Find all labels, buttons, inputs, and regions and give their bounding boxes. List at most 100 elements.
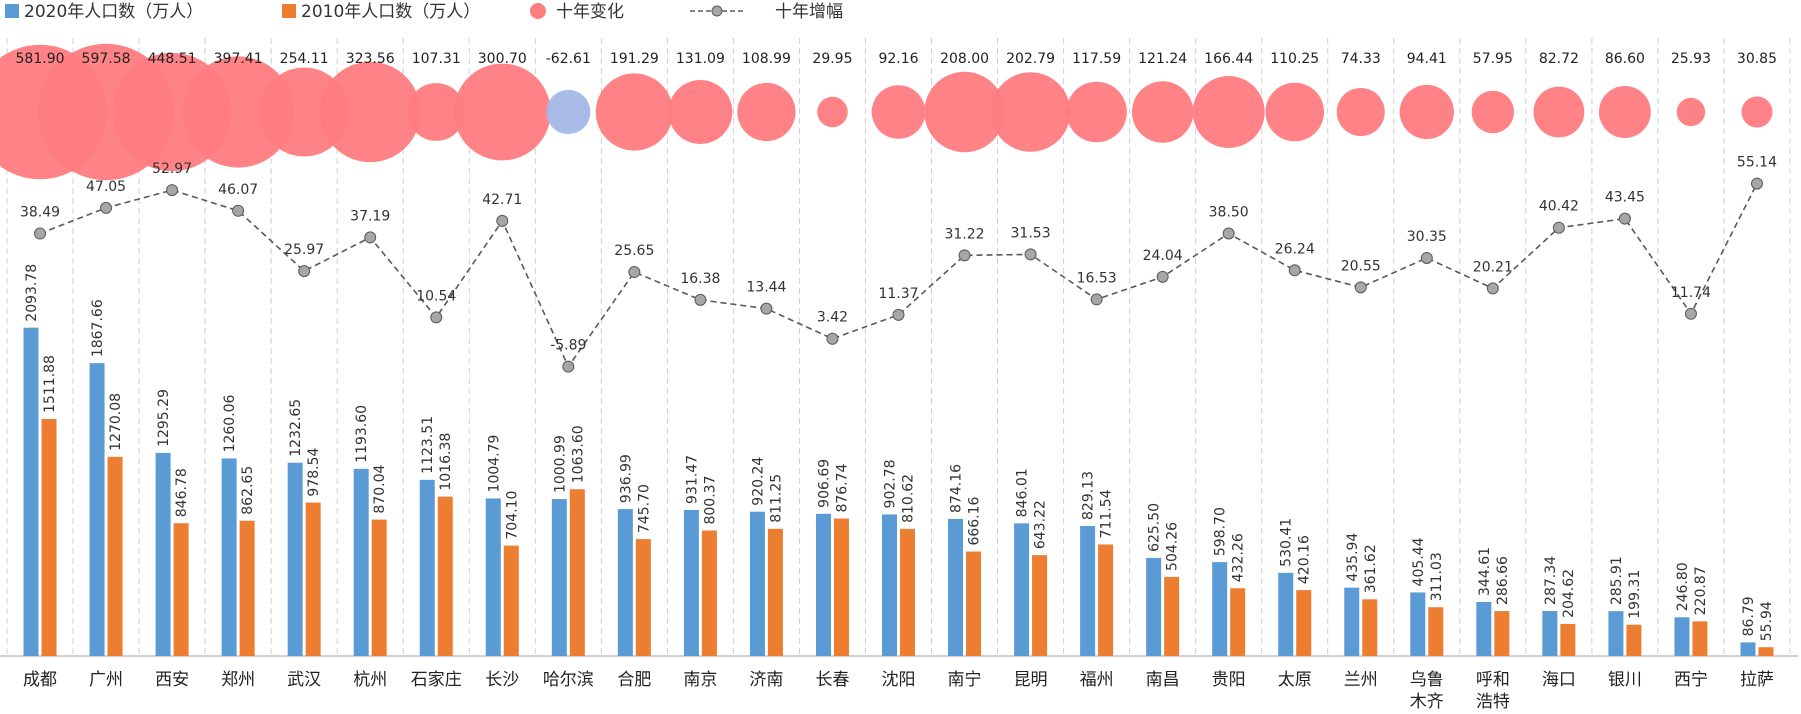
bar-2010	[1758, 647, 1774, 656]
growth-marker	[892, 308, 905, 321]
change-value-label: 254.11	[280, 51, 329, 67]
change-bubble	[924, 71, 1005, 153]
bar-2010-value-label: 811.25	[768, 474, 784, 523]
growth-value-label: 46.07	[218, 182, 258, 198]
bar-2010-value-label: 745.70	[636, 484, 652, 533]
bar-2020-value-label: 246.80	[1675, 562, 1691, 611]
bar-2020-value-label: 435.94	[1345, 533, 1361, 582]
change-value-label: 300.70	[478, 51, 527, 67]
bar-2010	[1098, 544, 1114, 656]
bar-2010-value-label: 876.74	[834, 463, 850, 512]
category-label: 武汉	[287, 670, 321, 690]
growth-value-label: 16.38	[680, 271, 720, 287]
change-value-label: 107.31	[412, 51, 461, 67]
bar-2010-value-label: 846.78	[174, 468, 190, 517]
bar-2020-value-label: 902.78	[883, 459, 899, 508]
growth-marker	[166, 184, 179, 197]
growth-marker	[628, 266, 641, 279]
bar-2020-value-label: 625.50	[1147, 503, 1163, 552]
bar-2010	[1560, 623, 1576, 656]
growth-marker	[1222, 227, 1235, 240]
bar-2010	[41, 418, 57, 656]
growth-marker	[694, 293, 707, 306]
bar-2010-value-label: 643.22	[1033, 500, 1049, 549]
bar-2010-value-label: 1511.88	[42, 355, 58, 413]
bar-2010-value-label: 311.03	[1429, 552, 1445, 601]
change-value-label: 57.95	[1473, 51, 1513, 67]
change-value-label: 117.59	[1072, 51, 1121, 67]
change-value-label: 131.09	[676, 51, 725, 67]
growth-marker	[298, 265, 311, 278]
legend-item-2020: 2020年人口数（万人）	[5, 2, 203, 22]
change-value-label: 25.93	[1671, 51, 1711, 67]
bar-series	[23, 327, 1774, 656]
bar-2020	[1410, 592, 1426, 656]
category-label: 木齐	[1410, 692, 1444, 710]
growth-value-label: 37.19	[350, 208, 390, 224]
growth-value-label: 20.21	[1473, 259, 1513, 275]
change-value-label: 202.79	[1006, 51, 1055, 67]
bar-2020	[1476, 601, 1492, 656]
bar-2020-value-label: 1232.65	[288, 399, 304, 457]
change-bubble	[320, 61, 421, 163]
labels: 2093.78 1511.88 581.90 38.49 1867.66 1270.08 5…	[16, 51, 1778, 641]
bar-2010-value-label: 1016.38	[438, 433, 454, 491]
bar-2020	[683, 509, 699, 656]
change-value-label: 166.44	[1204, 51, 1253, 67]
bar-2010	[1494, 611, 1510, 656]
change-value-label: 323.56	[346, 51, 395, 67]
bar-2010-value-label: 199.31	[1627, 570, 1643, 619]
growth-marker	[1750, 177, 1763, 190]
growth-value-label: 55.14	[1737, 155, 1777, 171]
category-label: 呼和	[1476, 670, 1510, 690]
category-label: 西宁	[1674, 670, 1708, 690]
change-bubble	[1471, 90, 1515, 134]
bar-2020	[1014, 523, 1030, 656]
change-bubble	[737, 82, 796, 142]
growth-value-label: 31.22	[944, 226, 984, 242]
bar-2020	[1542, 610, 1558, 656]
change-value-label: 94.41	[1407, 51, 1447, 67]
bar-2020-value-label: 530.41	[1279, 518, 1295, 567]
category-dividers	[6, 38, 1791, 656]
change-value-label: 581.90	[16, 51, 65, 67]
growth-marker	[1354, 281, 1367, 294]
bar-2010	[966, 551, 982, 656]
bar-2010	[701, 530, 717, 656]
change-bubble	[1336, 87, 1385, 137]
bar-2010	[239, 520, 255, 656]
growth-marker	[1288, 264, 1301, 277]
bar-2010	[107, 456, 123, 656]
change-value-label: 82.72	[1539, 51, 1579, 67]
bar-2010-value-label: 800.37	[702, 476, 718, 525]
bar-2020	[1344, 587, 1360, 656]
change-value-label: 29.95	[812, 51, 852, 67]
growth-marker	[232, 204, 245, 217]
change-bubble	[990, 72, 1071, 152]
category-label: 郑州	[221, 670, 255, 690]
bar-2010	[173, 523, 189, 656]
bar-2020-value-label: 86.79	[1741, 596, 1757, 636]
change-bubble	[668, 80, 733, 144]
change-bubble	[1676, 97, 1706, 127]
growth-value-label: 25.65	[614, 243, 654, 259]
legend: 2020年人口数（万人） 2010年人口数（万人） 十年变化 十年增幅	[5, 2, 843, 22]
category-label: 南昌	[1146, 670, 1180, 690]
category-label: 浩特	[1476, 692, 1510, 710]
growth-value-label: 10.54	[416, 288, 456, 304]
bar-2020	[485, 498, 501, 656]
growth-value-label: 43.45	[1605, 190, 1645, 206]
change-bubble	[595, 73, 673, 151]
category-label: 兰州	[1344, 670, 1378, 690]
change-bubble	[1533, 86, 1585, 138]
bar-2020-value-label: 287.34	[1543, 556, 1559, 605]
bar-2020-value-label: 1123.51	[420, 416, 436, 474]
bubble-series	[0, 43, 1773, 181]
bar-2010-value-label: 666.16	[967, 496, 983, 545]
bar-2010	[305, 502, 321, 656]
change-value-label: 108.99	[742, 51, 791, 67]
bar-2020-value-label: 1193.60	[354, 405, 370, 463]
growth-marker	[1684, 307, 1697, 320]
bar-2010	[1362, 599, 1378, 656]
